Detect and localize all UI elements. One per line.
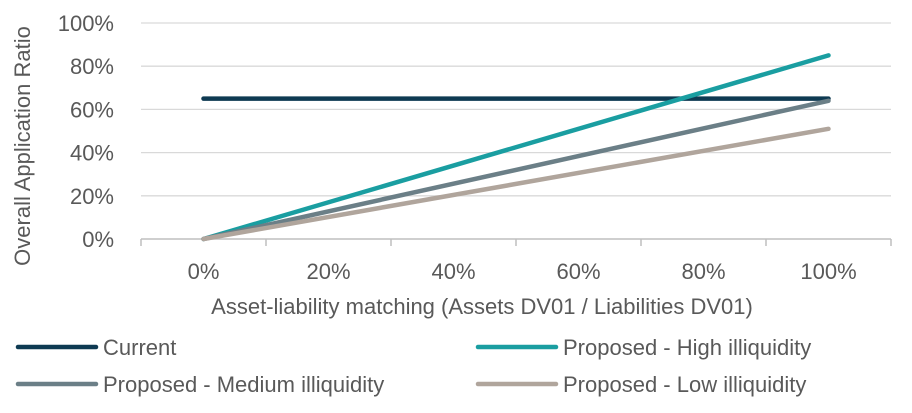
y-tick-label: 20% bbox=[70, 184, 114, 209]
y-axis-title: Overall Application Ratio bbox=[10, 26, 35, 266]
legend-label: Proposed - Low illiquidity bbox=[563, 372, 806, 397]
series-line bbox=[201, 98, 831, 242]
series-line bbox=[201, 126, 831, 242]
series-lines bbox=[201, 53, 831, 242]
x-tick-label: 20% bbox=[306, 259, 350, 284]
y-tick-label: 40% bbox=[70, 141, 114, 166]
legend-label: Proposed - High illiquidity bbox=[563, 335, 811, 360]
x-axis-title: Asset-liability matching (Assets DV01 / … bbox=[211, 294, 753, 319]
y-tick-label: 60% bbox=[70, 97, 114, 122]
y-tick-label: 100% bbox=[58, 11, 114, 36]
x-tick-label: 0% bbox=[188, 259, 220, 284]
x-tick-label: 40% bbox=[431, 259, 475, 284]
series-line bbox=[201, 53, 831, 242]
legend-label: Proposed - Medium illiquidity bbox=[103, 372, 384, 397]
legend: Current Proposed - High illiquidity Propos… bbox=[15, 335, 811, 397]
axis-labels: Asset-liability matching (Assets DV01 / … bbox=[10, 11, 857, 319]
gridlines bbox=[141, 22, 891, 197]
legend-label: Current bbox=[103, 335, 176, 360]
axes bbox=[140, 238, 892, 246]
y-tick-label: 80% bbox=[70, 54, 114, 79]
x-tick-label: 100% bbox=[800, 259, 856, 284]
x-tick-label: 60% bbox=[556, 259, 600, 284]
y-tick-label: 0% bbox=[82, 227, 114, 252]
x-tick-label: 80% bbox=[681, 259, 725, 284]
